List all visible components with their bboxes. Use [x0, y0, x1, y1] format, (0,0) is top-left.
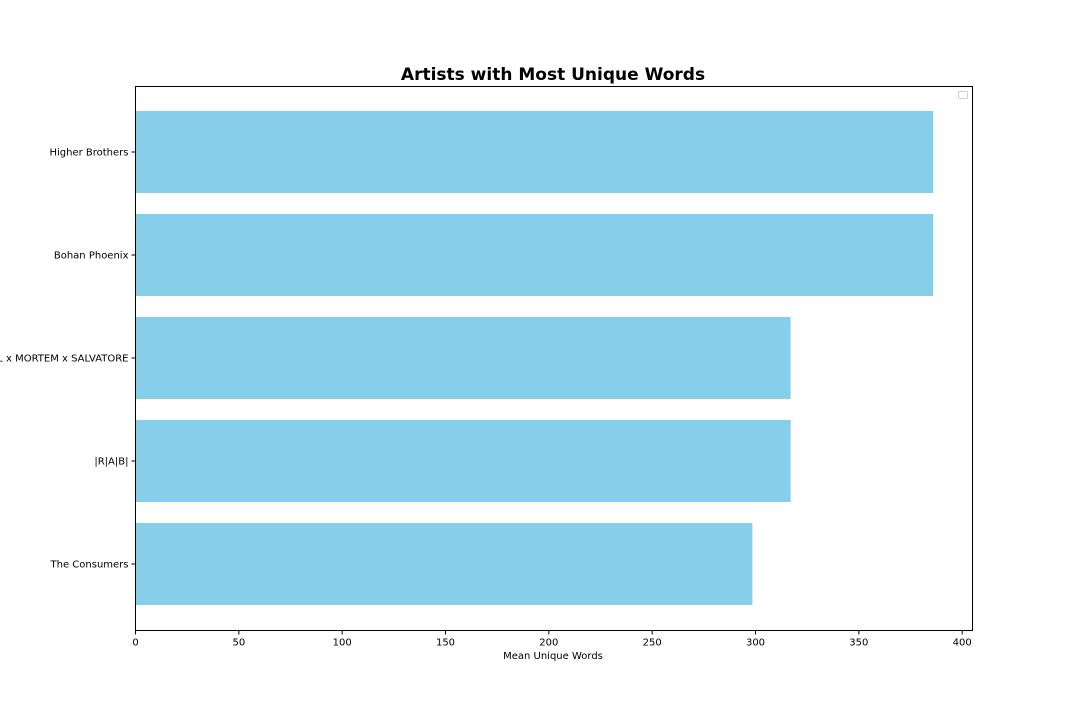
- bar: [135, 214, 934, 296]
- y-tick-label: Higher Brothers: [49, 148, 128, 159]
- bar: [135, 317, 791, 399]
- bar: [135, 523, 753, 605]
- x-tick-label: 100: [333, 638, 352, 649]
- x-tick-label: 50: [232, 638, 245, 649]
- bar: [135, 420, 791, 502]
- x-tick-label: 0: [132, 638, 138, 649]
- x-axis: 0 50 100 150 200 250 300 350 400: [132, 630, 972, 649]
- x-tick-label: 300: [746, 638, 765, 649]
- x-tick-label: 200: [539, 638, 558, 649]
- x-tick-label: 250: [643, 638, 662, 649]
- legend-box: [958, 91, 968, 99]
- y-tick-label: KRESTALL x MORTEM x SALVATORE: [0, 354, 129, 365]
- plot-frame: [135, 86, 973, 631]
- y-tick-label: The Consumers: [50, 560, 129, 571]
- y-axis: Higher Brothers Bohan Phoenix KRESTALL x M…: [0, 148, 136, 571]
- x-tick-label: 400: [953, 638, 972, 649]
- x-axis-label: Mean Unique Words: [503, 651, 603, 662]
- bars-group: [135, 111, 934, 605]
- x-tick-label: 350: [849, 638, 868, 649]
- y-tick-label: Bohan Phoenix: [54, 251, 129, 262]
- bar: [135, 111, 934, 193]
- chart-title: Artists with Most Unique Words: [401, 65, 705, 85]
- x-tick-label: 150: [436, 638, 455, 649]
- y-tick-label: |R|A|B|: [94, 457, 128, 468]
